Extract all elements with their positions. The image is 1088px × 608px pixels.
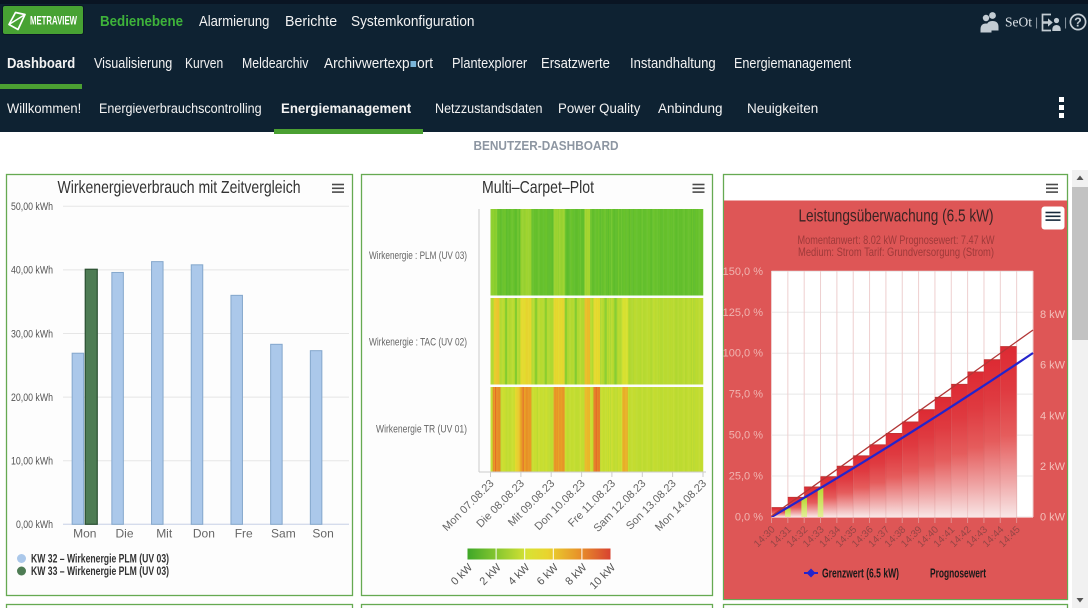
svg-text:50,00 kWh: 50,00 kWh [11,201,53,213]
svg-text:Sam: Sam [271,527,296,541]
svg-text:150,0 %: 150,0 % [723,266,764,278]
svg-text:4 kW: 4 kW [1040,410,1066,422]
svg-text:Leistungsüberwachung (6.5 kW): Leistungsüberwachung (6.5 kW) [799,206,994,226]
svg-text:?: ? [1074,16,1082,30]
svg-text:0,0 %: 0,0 % [735,512,763,524]
svg-text:KW 33 – Wirkenergie PLM (UV 03: KW 33 – Wirkenergie PLM (UV 03) [31,564,169,578]
svg-text:Prognosewert: Prognosewert [930,567,987,581]
svg-text:BENUTZER-DASHBOARD: BENUTZER-DASHBOARD [474,139,619,153]
svg-text:0 kW: 0 kW [1040,512,1066,524]
svg-text:KW 32 – Wirkenergie PLM (UV 03: KW 32 – Wirkenergie PLM (UV 03) [31,552,169,566]
svg-text:Son: Son [312,527,333,541]
svg-text:Grenzwert (6.5 kW): Grenzwert (6.5 kW) [822,567,899,581]
svg-text:75,0 %: 75,0 % [729,389,763,401]
svg-text:100,0 %: 100,0 % [723,348,764,360]
svg-text:Medium: Strom Tarif: Grundvers: Medium: Strom Tarif: Grundversorgung (St… [798,245,994,259]
svg-text:40,00 kWh: 40,00 kWh [11,265,53,277]
svg-text:|: | [1035,15,1038,29]
svg-text:Wirkenergie TR (UV 01): Wirkenergie TR (UV 01) [376,424,467,436]
svg-text:Wirkenergie : PLM (UV 03): Wirkenergie : PLM (UV 03) [369,250,467,262]
svg-text:Mit: Mit [156,527,173,541]
svg-text:Don: Don [193,527,215,541]
svg-text:SeOt: SeOt [1005,15,1032,30]
svg-text:Wirkenergie : TAC (UV 02): Wirkenergie : TAC (UV 02) [369,337,467,349]
svg-text:2 kW: 2 kW [1040,461,1066,473]
svg-text:6 kW: 6 kW [1040,360,1066,372]
svg-text:25,0 %: 25,0 % [729,471,763,483]
svg-text:10,00 kWh: 10,00 kWh [11,456,53,468]
svg-text:METRAVIEW: METRAVIEW [30,14,77,28]
svg-text:Fre: Fre [235,527,253,541]
svg-text:Die: Die [115,527,133,541]
svg-text:8 kW: 8 kW [1040,309,1066,321]
svg-text:Multi–Carpet–Plot: Multi–Carpet–Plot [482,177,594,197]
svg-text:|: | [1064,15,1067,29]
svg-text:50,0 %: 50,0 % [729,430,763,442]
svg-text:30,00 kWh: 30,00 kWh [11,328,53,340]
svg-text:0,00 kWh: 0,00 kWh [16,519,53,531]
svg-text:Wirkenergieverbrauch mit Zeitv: Wirkenergieverbrauch mit Zeitvergleich [58,177,301,197]
svg-text:Momentanwert: 8.02 kW Prognose: Momentanwert: 8.02 kW Prognosewert: 7.47… [798,233,996,247]
svg-text:125,0 %: 125,0 % [723,307,764,319]
svg-text:20,00 kWh: 20,00 kWh [11,392,53,404]
svg-text:Mon: Mon [73,527,96,541]
